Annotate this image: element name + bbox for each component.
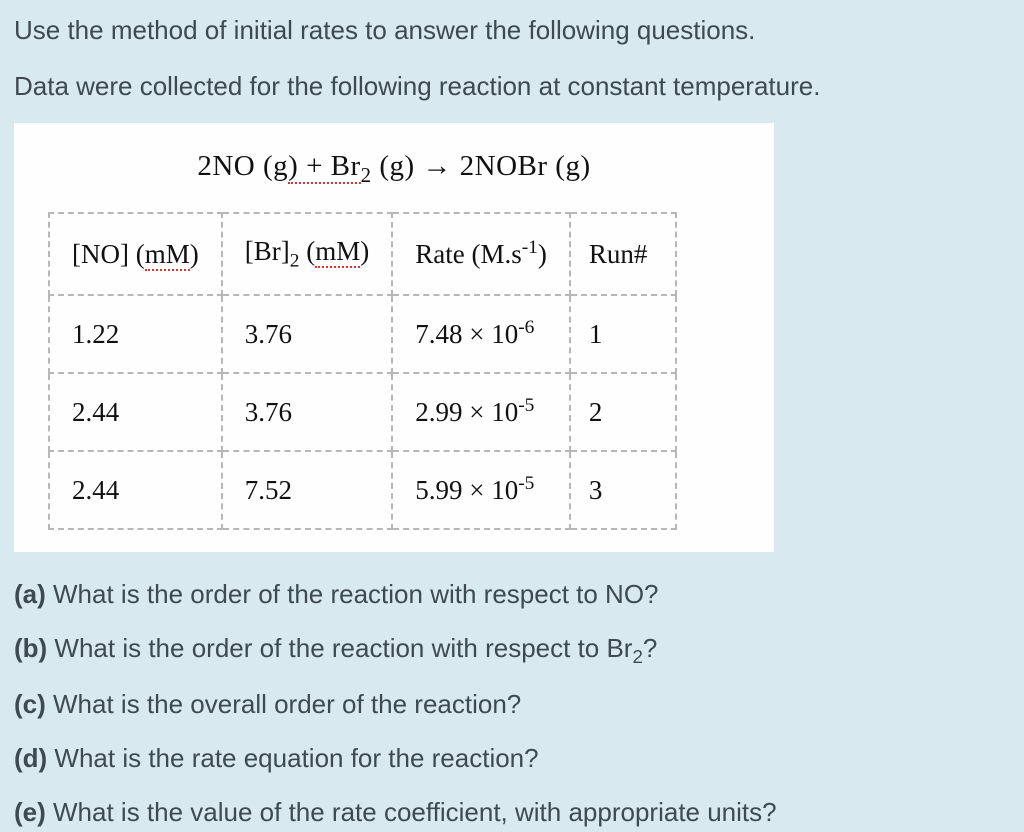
cell-br2: 3.76 (222, 373, 392, 451)
eq-squiggle: ) + Br (288, 150, 361, 184)
hdr-text: ) (360, 236, 369, 266)
questions-block: (a) What is the order of the reaction wi… (14, 576, 1010, 831)
q-text: What is the value of the rate coefficien… (46, 797, 777, 827)
cell-rate: 2.99 × 10-5 (392, 373, 570, 451)
col-header-rate: Rate (M.s-1) (392, 213, 570, 295)
hdr-sub: 2 (290, 251, 300, 272)
rate-exp: -5 (518, 395, 534, 416)
col-header-br2: [Br]2 (mM) (222, 213, 392, 295)
hdr-text: [NO] ( (72, 239, 145, 269)
col-header-no: [NO] (mM) (49, 213, 222, 295)
question-a: (a) What is the order of the reaction wi… (14, 576, 1010, 614)
reaction-panel: 2NO (g) + Br2 (g) → 2NOBr (g) [NO] (mM) … (14, 123, 774, 552)
q-text: What is the overall order of the reactio… (46, 689, 521, 719)
q-label: (b) (14, 633, 47, 663)
hdr-text: ( (299, 236, 315, 266)
table-row: 1.22 3.76 7.48 × 10-6 1 (49, 295, 676, 373)
cell-no: 2.44 (49, 373, 222, 451)
cell-rate: 7.48 × 10-6 (392, 295, 570, 373)
q-text: ? (643, 633, 657, 663)
rate-data-table: [NO] (mM) [Br]2 (mM) Rate (M.s-1) Run# 1… (48, 212, 677, 530)
eq-part-1: 2NO (g (197, 150, 288, 182)
cell-run: 2 (570, 373, 677, 451)
cell-run: 1 (570, 295, 677, 373)
col-header-run: Run# (570, 213, 677, 295)
intro-block: Use the method of initial rates to answe… (14, 12, 1010, 105)
intro-line-1: Use the method of initial rates to answe… (14, 12, 1010, 50)
cell-br2: 3.76 (222, 295, 392, 373)
question-e: (e) What is the value of the rate coeffi… (14, 794, 1010, 832)
hdr-sup: -1 (522, 237, 538, 258)
cell-br2: 7.52 (222, 451, 392, 529)
question-d: (d) What is the rate equation for the re… (14, 740, 1010, 778)
rate-exp: -5 (518, 473, 534, 494)
q-text: What is the order of the reaction with r… (46, 579, 659, 609)
hdr-text: [Br] (245, 236, 290, 266)
table-row: 2.44 3.76 2.99 × 10-5 2 (49, 373, 676, 451)
rate-mantissa: 7.48 × 10 (415, 319, 518, 349)
table-row: 2.44 7.52 5.99 × 10-5 3 (49, 451, 676, 529)
q-text: What is the rate equation for the reacti… (47, 743, 538, 773)
q-sub: 2 (632, 646, 642, 667)
hdr-text: ) (190, 239, 199, 269)
q-label: (d) (14, 743, 47, 773)
cell-no: 2.44 (49, 451, 222, 529)
q-text: What is the order of the reaction with r… (47, 633, 632, 663)
hdr-text: ) (538, 239, 547, 269)
cell-rate: 5.99 × 10-5 (392, 451, 570, 529)
eq-part-3: (g) → 2NOBr (g) (372, 150, 591, 182)
eq-sub: 2 (361, 163, 372, 187)
question-b: (b) What is the order of the reaction wi… (14, 630, 1010, 670)
hdr-squiggle: mM (315, 236, 360, 268)
q-label: (e) (14, 797, 46, 827)
cell-no: 1.22 (49, 295, 222, 373)
cell-run: 3 (570, 451, 677, 529)
rate-exp: -6 (518, 317, 534, 338)
reaction-equation: 2NO (g) + Br2 (g) → 2NOBr (g) (44, 145, 744, 190)
rate-mantissa: 2.99 × 10 (415, 397, 518, 427)
hdr-squiggle: mM (145, 239, 190, 271)
table-header-row: [NO] (mM) [Br]2 (mM) Rate (M.s-1) Run# (49, 213, 676, 295)
hdr-text: Rate (M.s (415, 239, 521, 269)
question-c: (c) What is the overall order of the rea… (14, 686, 1010, 724)
q-label: (c) (14, 689, 46, 719)
rate-mantissa: 5.99 × 10 (415, 475, 518, 505)
q-label: (a) (14, 579, 46, 609)
intro-line-2: Data were collected for the following re… (14, 68, 1010, 106)
